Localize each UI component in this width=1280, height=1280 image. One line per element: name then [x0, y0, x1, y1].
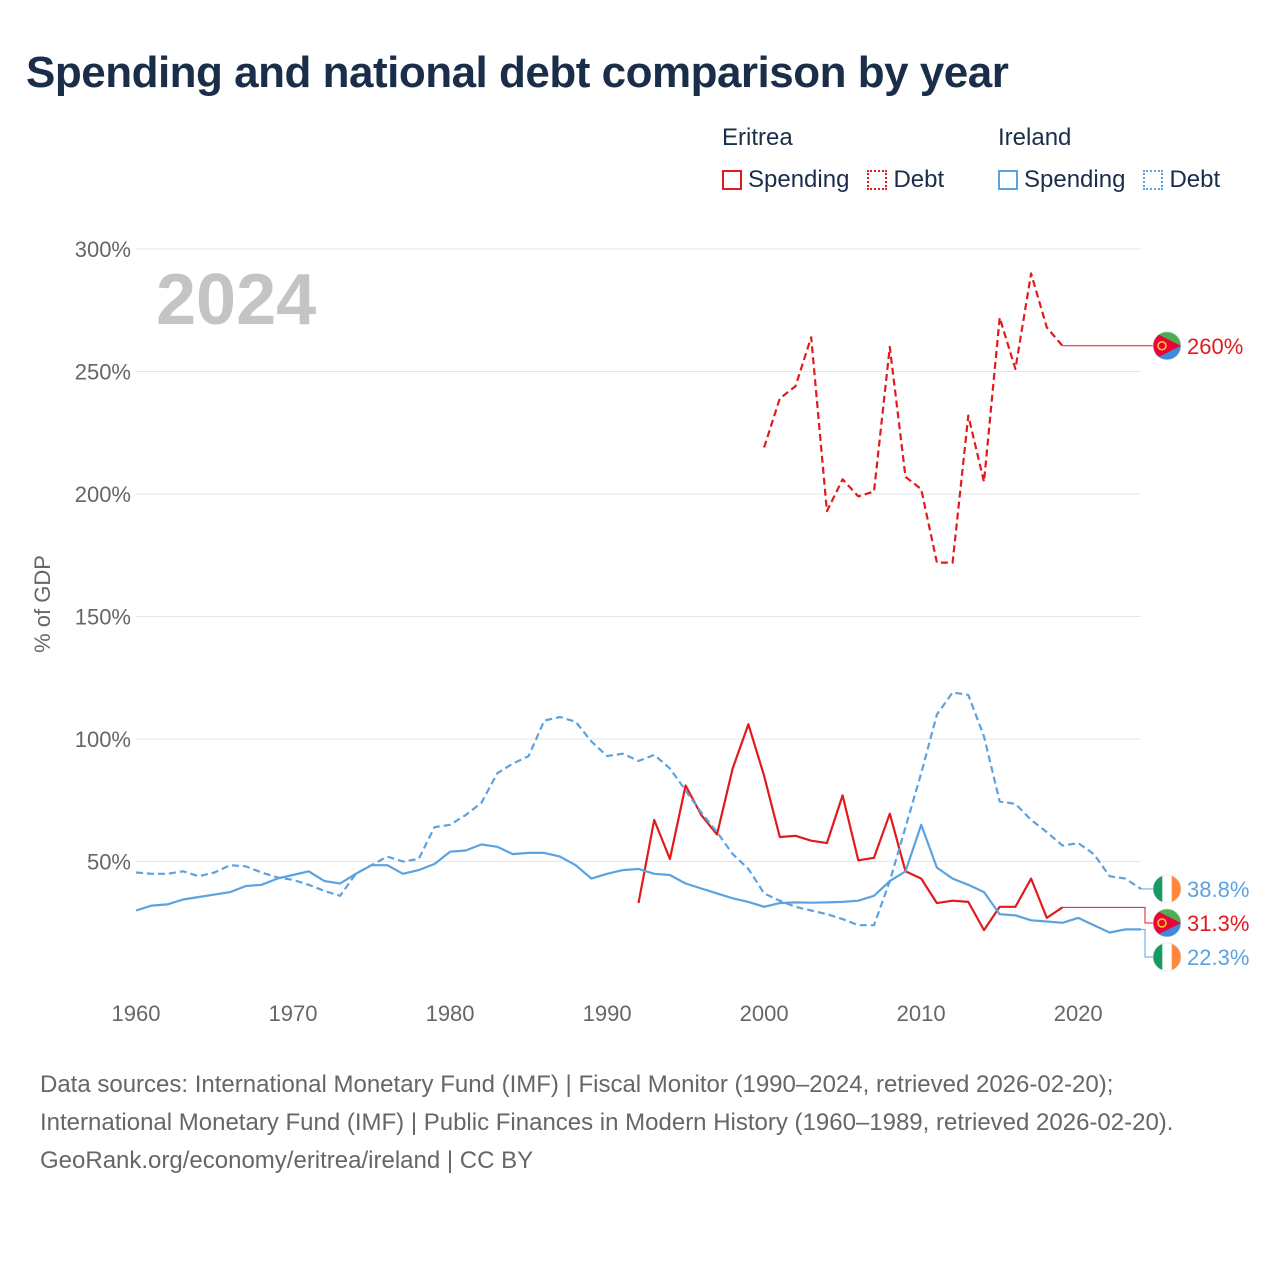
- series-line-ireland-debt[interactable]: [135, 691, 1142, 927]
- legend-ireland: Ireland Spending Debt: [998, 124, 1220, 194]
- y-tick-label: 150%: [75, 605, 131, 630]
- y-tick-label: 50%: [87, 850, 131, 875]
- series-line-eritrea-spending[interactable]: [637, 723, 1064, 932]
- end-value-label: 31.3%: [1187, 911, 1249, 936]
- y-tick-label: 300%: [75, 237, 131, 262]
- end-value-label: 38.8%: [1187, 877, 1249, 902]
- chart-title: Spending and national debt comparison by…: [26, 48, 1009, 97]
- ireland-flag-icon: [1152, 942, 1182, 972]
- legend-ireland-spending[interactable]: Spending: [998, 166, 1125, 194]
- legend-eritrea-debt-label: Debt: [893, 166, 945, 193]
- ireland-flag-icon: [1152, 874, 1182, 904]
- x-tick-label: 2020: [1054, 1001, 1103, 1026]
- eritrea-flag-icon: [1152, 331, 1182, 361]
- legend-eritrea: Eritrea Spending Debt: [722, 124, 944, 194]
- x-tick-label: 1970: [269, 1001, 318, 1026]
- end-connector: [1141, 928, 1153, 958]
- footer: Data sources: International Monetary Fun…: [40, 1066, 1240, 1180]
- data-sources: Data sources: International Monetary Fun…: [40, 1071, 1174, 1136]
- y-tick-label: 250%: [75, 360, 131, 385]
- legend-ireland-country: Ireland: [998, 124, 1072, 151]
- legend-eritrea-country: Eritrea: [722, 124, 793, 151]
- legend-ireland-spending-label: Spending: [1024, 166, 1126, 193]
- solid-line-swatch-icon: [998, 170, 1018, 190]
- series-layer: [135, 272, 1142, 934]
- series-line-eritrea-debt[interactable]: [763, 272, 1064, 564]
- legend-eritrea-spending-label: Spending: [748, 166, 850, 193]
- series-line-ireland-spending[interactable]: [135, 823, 1141, 934]
- y-tick-label: 100%: [75, 727, 131, 752]
- chart-canvas: 50% 100% 150% 200% 250% 300% 1960 1970 1980 1990 2…: [30, 237, 1249, 1026]
- year-watermark: 2024: [156, 260, 316, 340]
- dotted-line-swatch-icon: [1143, 170, 1164, 190]
- legend-eritrea-spending[interactable]: Spending: [722, 166, 849, 194]
- grid-layer: 50% 100% 150% 200% 250% 300% 1960 1970 1980 1990 2…: [75, 237, 1141, 1026]
- end-connector: [1062, 906, 1153, 924]
- end-value-label: 22.3%: [1187, 945, 1249, 970]
- y-tick-label: 200%: [75, 482, 131, 507]
- x-tick-label: 1980: [426, 1001, 475, 1026]
- legend-ireland-debt[interactable]: Debt: [1143, 166, 1220, 194]
- y-axis-label: % of GDP: [30, 555, 55, 653]
- credit-link[interactable]: GeoRank.org/economy/eritrea/ireland | CC…: [40, 1147, 534, 1174]
- x-tick-label: 1960: [112, 1001, 161, 1026]
- x-tick-label: 1990: [583, 1001, 632, 1026]
- x-tick-label: 2000: [740, 1001, 789, 1026]
- end-value-label: 260%: [1187, 334, 1243, 359]
- eritrea-flag-icon: [1152, 908, 1182, 938]
- legend-ireland-debt-label: Debt: [1169, 166, 1221, 193]
- legend-eritrea-debt[interactable]: Debt: [867, 166, 944, 194]
- x-tick-label: 2010: [897, 1001, 946, 1026]
- end-label-layer: 260% 38.8% 31.3% 22.3%: [1062, 331, 1249, 972]
- dotted-line-swatch-icon: [867, 170, 888, 190]
- solid-line-swatch-icon: [722, 170, 742, 190]
